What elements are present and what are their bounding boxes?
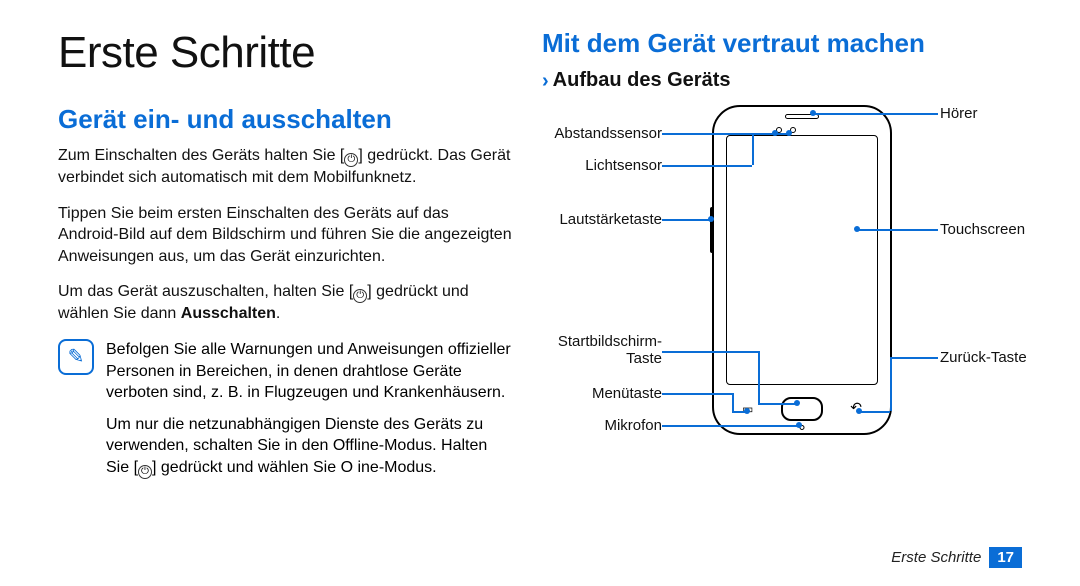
volume-rocker-icon xyxy=(710,207,714,253)
note-item: Um nur die netzunabhängigen Dienste des … xyxy=(106,414,512,479)
text-run-bold: Ausschalten xyxy=(181,305,276,322)
label-zuruecktaste: Zurück-Taste xyxy=(940,349,1027,366)
page-footer: Erste Schritte 17 xyxy=(891,547,1022,568)
leader-line xyxy=(752,133,754,165)
leader-dot xyxy=(794,400,800,406)
section-title-power: Gerät ein- und ausschalten xyxy=(58,104,512,135)
paragraph-power-on: Zum Einschalten des Geräts halten Sie [⏻… xyxy=(58,145,512,189)
label-hoerer: Hörer xyxy=(940,105,978,122)
power-icon: ⏻ xyxy=(353,289,367,303)
paragraph-first-boot: Tippen Sie beim ersten Einschalten des G… xyxy=(58,203,512,268)
leader-line xyxy=(662,425,798,427)
text-run: . xyxy=(276,305,280,322)
subheading-layout: ›Aufbau des Geräts xyxy=(542,69,1022,93)
text-run: Zum Einschalten des Geräts halten Sie [ xyxy=(58,147,344,164)
leader-dot xyxy=(786,130,792,136)
section-title-familiar: Mit dem Gerät vertraut machen xyxy=(542,28,1022,59)
text-run: Um das Gerät auszuschalten, halten Sie [ xyxy=(58,283,353,300)
leader-line xyxy=(732,393,734,411)
label-abstandssensor: Abstandssensor xyxy=(542,125,662,142)
label-mikrofon: Mikrofon xyxy=(542,417,662,434)
note-item: Befolgen Sie alle Warnungen und Anweisun… xyxy=(106,339,512,404)
leader-line xyxy=(814,113,938,115)
footer-text: Erste Schritte xyxy=(891,549,981,566)
label-lautstaerke: Lautstärketaste xyxy=(542,211,662,228)
leader-line xyxy=(890,357,938,359)
device-diagram: ▭ ↶ Abstandssensor Lichtsensor Lautstärk… xyxy=(542,105,1022,485)
leader-line xyxy=(662,393,732,395)
leader-dot xyxy=(810,110,816,116)
leader-line xyxy=(752,133,788,135)
note-list: Befolgen Sie alle Warnungen und Anweisun… xyxy=(106,339,512,489)
note-icon: ✎ xyxy=(58,339,94,375)
leader-line xyxy=(890,357,892,411)
label-menuetaste: Menütaste xyxy=(542,385,662,402)
page-title: Erste Schritte xyxy=(58,28,512,78)
screen-outline xyxy=(726,135,878,385)
leader-line xyxy=(662,351,758,353)
label-lichtsensor: Lichtsensor xyxy=(542,157,662,174)
chevron-icon: › xyxy=(542,70,549,93)
leader-line xyxy=(662,219,710,221)
leader-line xyxy=(662,165,752,167)
leader-dot xyxy=(856,408,862,414)
leader-dot xyxy=(854,226,860,232)
label-touchscreen: Touchscreen xyxy=(940,221,1025,238)
left-column: Erste Schritte Gerät ein- und ausschalte… xyxy=(58,28,512,493)
leader-dot xyxy=(796,422,802,428)
leader-line xyxy=(758,351,760,403)
label-startbildschirm: Startbildschirm- Taste xyxy=(542,333,662,367)
right-column: Mit dem Gerät vertraut machen ›Aufbau de… xyxy=(542,28,1022,493)
power-icon: ⏻ xyxy=(344,153,358,167)
leader-dot xyxy=(744,408,750,414)
leader-line xyxy=(758,403,796,405)
text-run: ] gedrückt und wählen Sie O ine-Modus. xyxy=(152,459,437,476)
leader-line xyxy=(860,411,890,413)
phone-outline: ▭ ↶ xyxy=(712,105,892,435)
power-icon: ⏻ xyxy=(138,465,152,479)
page-number-badge: 17 xyxy=(989,547,1022,568)
leader-line xyxy=(858,229,938,231)
paragraph-power-off: Um das Gerät auszuschalten, halten Sie [… xyxy=(58,281,512,325)
home-button-icon xyxy=(781,397,823,421)
text-run: Aufbau des Geräts xyxy=(553,69,731,91)
leader-dot xyxy=(708,216,714,222)
note-block: ✎ Befolgen Sie alle Warnungen und Anweis… xyxy=(58,339,512,489)
